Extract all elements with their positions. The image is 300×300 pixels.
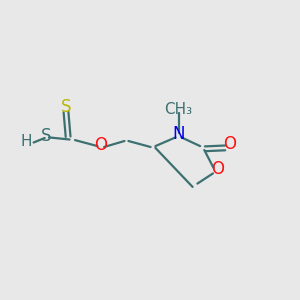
Text: O: O bbox=[94, 136, 107, 154]
Text: H: H bbox=[20, 134, 32, 149]
Text: S: S bbox=[41, 127, 52, 145]
Text: CH₃: CH₃ bbox=[164, 102, 193, 117]
Text: O: O bbox=[223, 135, 236, 153]
Text: O: O bbox=[211, 160, 224, 178]
Text: S: S bbox=[61, 98, 72, 116]
Text: N: N bbox=[172, 125, 185, 143]
